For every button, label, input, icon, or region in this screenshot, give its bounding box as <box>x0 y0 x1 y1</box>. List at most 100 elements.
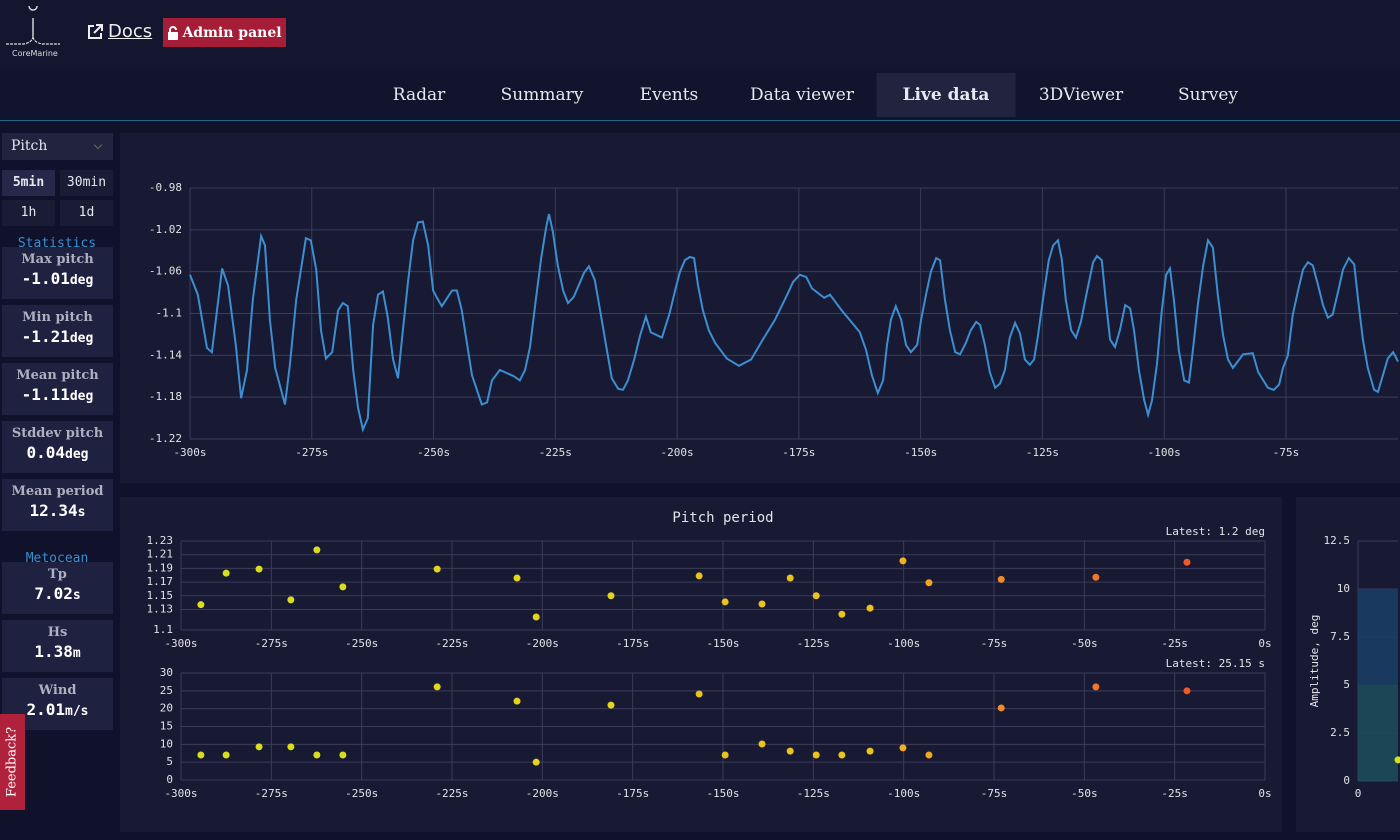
y-tick-label: -1.22 <box>149 432 182 445</box>
stat-label: Mean pitch <box>16 368 99 383</box>
data-point <box>866 747 874 755</box>
nav-tab[interactable]: Survey <box>1178 85 1238 105</box>
x-tick-label: -200s <box>526 637 559 650</box>
x-tick-label: -25s <box>1161 637 1188 650</box>
x-tick-label: -175s <box>616 637 649 650</box>
y-tick-label: -1.02 <box>149 223 182 236</box>
nav-tab[interactable]: Live data <box>876 73 1016 117</box>
data-point <box>1183 687 1191 695</box>
x-tick-label: -300s <box>164 637 197 650</box>
stat-unit: deg <box>69 273 94 288</box>
data-point <box>222 569 230 577</box>
range-button[interactable]: 1h <box>2 200 55 226</box>
x-tick-label: -250s <box>417 446 450 459</box>
nav-tab[interactable]: 3DViewer <box>1038 85 1124 105</box>
stat-label: Min pitch <box>22 310 93 325</box>
variable-select[interactable]: Pitch <box>2 133 113 160</box>
x-tick-label: -175s <box>616 787 649 800</box>
range-button[interactable]: 30min <box>60 170 113 196</box>
logo-text: CoreMarine <box>12 49 58 58</box>
data-point <box>255 565 263 573</box>
data-point <box>838 610 846 618</box>
stat-card: Hs 1.38m <box>2 620 113 672</box>
chart-title: Pitch period <box>672 510 773 526</box>
data-point <box>1394 756 1400 764</box>
stat-value-row: 12.34s <box>2 501 113 520</box>
docs-text: Docs <box>108 21 153 42</box>
stat-value: 0.04 <box>26 443 66 462</box>
data-point <box>532 758 540 766</box>
stat-unit: s <box>72 588 81 603</box>
x-tick-label: -50s <box>1071 787 1098 800</box>
y-tick-label: 2.5 <box>1330 726 1350 739</box>
stat-value-row: 7.02s <box>2 584 113 603</box>
stat-label: Hs <box>47 625 68 640</box>
stat-value: -1.21 <box>21 327 70 346</box>
stat-label: Mean period <box>11 484 104 499</box>
stat-card: Mean period 12.34s <box>2 479 113 531</box>
y-axis-label: Amplitude, deg <box>1308 615 1321 708</box>
x-tick-label: -275s <box>295 446 328 459</box>
data-point <box>695 572 703 580</box>
data-point <box>607 592 615 600</box>
stat-unit: m <box>72 646 81 661</box>
y-tick-label: 5 <box>1343 678 1350 691</box>
range-button[interactable]: 1d <box>60 200 113 226</box>
stat-value-row: 2.01m/s <box>2 700 113 719</box>
nav-tab[interactable]: Radar <box>392 85 446 105</box>
data-point <box>339 751 347 759</box>
external-icon <box>88 23 103 39</box>
lock-icon <box>168 25 179 40</box>
range-button[interactable]: 5min <box>2 170 55 196</box>
x-tick-label: -200s <box>526 787 559 800</box>
y-tick-label: 10 <box>160 737 173 750</box>
stat-value: -1.01 <box>21 269 70 288</box>
data-point <box>695 690 703 698</box>
stat-unit: deg <box>69 331 94 346</box>
y-tick-label: 30 <box>160 666 173 679</box>
data-point <box>786 747 794 755</box>
data-point <box>255 743 263 751</box>
stat-card: Mean pitch -1.11deg <box>2 363 113 415</box>
x-tick-label: -300s <box>173 446 206 459</box>
data-point <box>899 744 907 752</box>
data-line <box>189 213 1399 433</box>
x-tick-label: -25s <box>1161 787 1188 800</box>
data-point <box>997 575 1005 583</box>
y-tick-label: -0.98 <box>149 181 182 194</box>
x-tick-label: 0s <box>1258 637 1271 650</box>
y-tick-label: 10 <box>1337 582 1350 595</box>
feedback-tab[interactable]: Feedback? <box>0 714 25 810</box>
data-point <box>287 596 295 604</box>
stat-value: 12.34 <box>29 501 78 520</box>
stat-card: Max pitch -1.01deg <box>2 247 113 299</box>
data-point <box>721 751 729 759</box>
x-tick-label: -100s <box>1148 446 1181 459</box>
y-tick-label: -1.1 <box>156 307 183 320</box>
nav-tab[interactable]: Data viewer <box>750 85 854 105</box>
data-point <box>925 579 933 587</box>
x-tick-label: -300s <box>164 787 197 800</box>
data-point <box>433 565 441 573</box>
x-tick-label: -125s <box>797 787 830 800</box>
admin-button[interactable]: Admin panel <box>163 18 286 47</box>
x-tick-label: 0 <box>1355 787 1362 800</box>
data-point <box>532 613 540 621</box>
nav-tab[interactable]: Events <box>639 85 699 105</box>
data-point <box>313 751 321 759</box>
data-point <box>513 574 521 582</box>
data-point <box>899 557 907 565</box>
stat-label: Tp <box>48 567 67 582</box>
area <box>1358 589 1398 685</box>
nav-tab[interactable]: Summary <box>500 85 584 105</box>
docs-link[interactable]: Docs <box>86 21 152 42</box>
x-tick-label: -200s <box>661 446 694 459</box>
x-tick-label: -150s <box>706 787 739 800</box>
stat-label: Stddev pitch <box>11 426 104 441</box>
data-point <box>339 583 347 591</box>
data-point <box>513 697 521 705</box>
stat-unit: deg <box>65 447 89 462</box>
x-tick-label: -225s <box>435 637 468 650</box>
feedback-text: Feedback? <box>4 726 20 798</box>
